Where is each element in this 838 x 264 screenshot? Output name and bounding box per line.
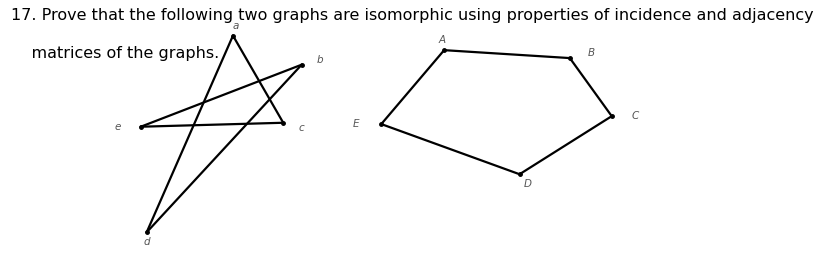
Text: a: a: [232, 21, 239, 31]
Text: A: A: [438, 35, 445, 45]
Text: c: c: [299, 122, 304, 133]
Text: e: e: [114, 122, 121, 132]
Text: matrices of the graphs.: matrices of the graphs.: [11, 46, 220, 61]
Text: B: B: [587, 48, 594, 58]
Text: C: C: [632, 111, 639, 121]
Text: 17. Prove that the following two graphs are isomorphic using properties of incid: 17. Prove that the following two graphs …: [11, 8, 814, 23]
Text: D: D: [524, 179, 532, 189]
Text: b: b: [317, 55, 323, 65]
Text: d: d: [143, 237, 150, 247]
Text: E: E: [353, 119, 360, 129]
